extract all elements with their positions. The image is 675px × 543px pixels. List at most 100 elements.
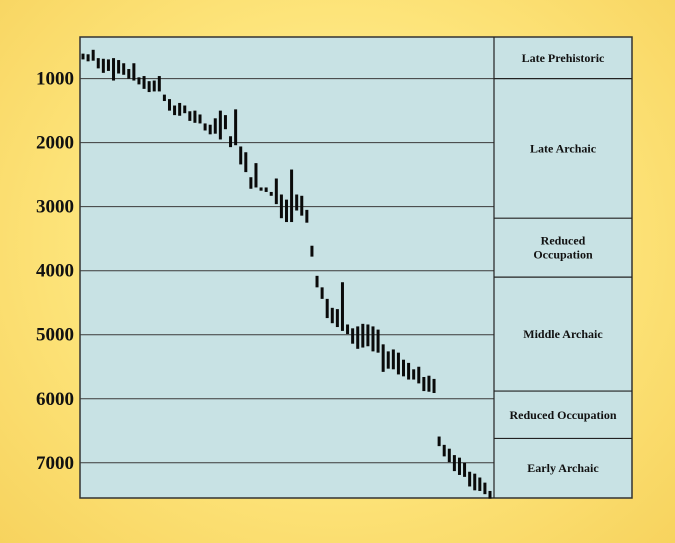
date-range-bar (366, 324, 370, 347)
date-range-bar (468, 471, 472, 487)
date-range-bar (96, 58, 100, 69)
y-tick-label: 2000 (36, 133, 74, 154)
date-range-bar (310, 245, 314, 257)
date-range-bar (463, 462, 467, 477)
date-range-bar (142, 76, 146, 89)
date-range-bar (244, 152, 248, 173)
date-range-bar (402, 359, 406, 377)
date-range-bar (371, 326, 375, 352)
date-range-bar (346, 324, 350, 335)
date-range-bar (285, 199, 288, 223)
date-range-bar (386, 351, 390, 369)
date-range-bar (300, 195, 304, 216)
date-range-bar (183, 105, 187, 114)
plot-area (79, 36, 633, 499)
date-range-bar (249, 177, 253, 189)
date-range-bar (269, 191, 273, 196)
date-range-bar (122, 63, 126, 75)
date-range-bar (290, 169, 294, 223)
date-range-bar (178, 102, 182, 116)
date-range-bar (106, 59, 110, 71)
date-range-bar (391, 349, 395, 370)
period-label: Early Archaic (527, 461, 599, 475)
date-range-bar (259, 187, 263, 191)
y-tick-label: 5000 (36, 325, 74, 346)
date-range-bar (335, 309, 339, 328)
date-range-bar (351, 328, 355, 344)
period-label: Middle Archaic (523, 327, 603, 341)
date-range-bar (162, 94, 166, 102)
date-range-bar (147, 81, 151, 93)
date-range-bar (473, 473, 477, 491)
date-range-bar (274, 178, 278, 205)
date-range-bar (254, 163, 258, 188)
date-range-bar (81, 53, 85, 60)
period-label: Occupation (533, 248, 593, 262)
date-range-bar (478, 477, 482, 491)
date-range-bars (81, 49, 492, 499)
date-range-bar (112, 58, 116, 81)
date-range-bar (264, 187, 268, 192)
date-range-bar (295, 194, 299, 211)
date-range-bar (417, 366, 421, 384)
date-range-bar (483, 482, 487, 495)
date-range-bar (203, 123, 207, 131)
date-range-bar (376, 329, 380, 353)
date-range-bar (193, 110, 197, 123)
date-range-bar (101, 58, 105, 73)
period-label: Late Prehistoric (522, 51, 605, 65)
period-label: Late Archaic (530, 141, 597, 155)
date-range-bar (157, 76, 161, 92)
y-tick-label: 6000 (36, 389, 74, 410)
date-range-bar (407, 362, 411, 380)
date-range-bar (437, 436, 441, 447)
date-range-bar (432, 378, 436, 393)
y-tick-label: 3000 (36, 197, 74, 218)
period-label: Reduced (541, 234, 586, 248)
date-range-bar (234, 109, 238, 146)
date-range-bar (381, 344, 385, 372)
date-range-bar (173, 105, 177, 116)
period-labels: Late Prehistoric Late Archaic ReducedOccup… (494, 51, 632, 475)
date-range-bar (422, 376, 426, 392)
y-axis-tick-labels: 1000 2000 3000 4000 5000 6000 7000 (36, 69, 74, 474)
date-range-bar (198, 114, 202, 124)
date-range-bar (320, 287, 324, 299)
date-range-bar (229, 136, 233, 148)
date-range-bar (325, 298, 329, 319)
y-tick-label: 4000 (36, 261, 74, 282)
date-range-bar (213, 118, 217, 134)
date-range-bar (457, 457, 461, 475)
date-range-bar (279, 194, 283, 219)
y-tick-label: 1000 (36, 69, 74, 90)
date-range-bar (117, 60, 121, 74)
date-range-bar (427, 375, 431, 392)
date-range-bar (356, 326, 360, 349)
date-range-bar (86, 54, 90, 62)
date-range-bar (442, 444, 446, 457)
date-range-bar (208, 124, 212, 135)
date-range-bar (152, 80, 156, 92)
date-range-bar (396, 352, 400, 375)
date-range-bar (218, 110, 222, 140)
date-range-bar (127, 69, 131, 79)
date-range-bar (91, 49, 95, 61)
date-range-bar (188, 111, 192, 121)
date-range-bar (488, 490, 492, 499)
y-tick-label: 7000 (36, 453, 74, 474)
date-range-bar (330, 307, 334, 324)
date-range-bar (447, 448, 451, 463)
date-range-bar (132, 63, 136, 81)
date-range-bar (315, 275, 319, 288)
date-range-bar (340, 282, 344, 331)
date-range-bar (239, 146, 243, 165)
date-range-bar (223, 115, 227, 130)
date-range-bar (361, 323, 365, 348)
period-label: Reduced Occupation (509, 408, 616, 422)
date-range-bar (167, 99, 171, 111)
date-range-bar (305, 209, 309, 223)
date-range-bar (412, 369, 416, 380)
date-range-bar (137, 77, 141, 85)
date-range-bar (452, 455, 456, 472)
